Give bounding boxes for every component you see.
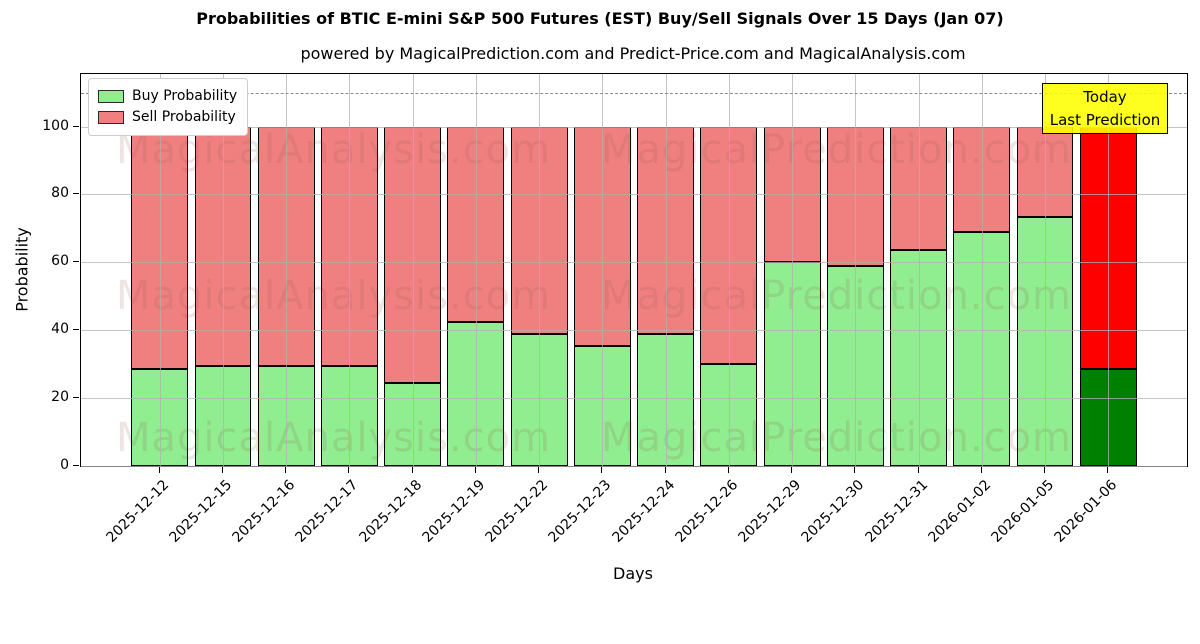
x-tick: [221, 466, 223, 473]
y-tick: [73, 465, 79, 466]
y-tick: [73, 329, 79, 331]
gridline-v-2025-12-18: [412, 74, 414, 466]
gridline-v-2026-01-05: [1045, 74, 1047, 466]
x-tick: [601, 466, 603, 473]
y-tick-label: 0: [60, 457, 69, 473]
gridline-v-2025-12-22: [539, 74, 541, 466]
y-tick-label: 40: [51, 321, 69, 338]
gridline-v-2025-12-12: [159, 74, 161, 466]
x-tick: [411, 466, 413, 473]
gridline-v-2025-12-30: [855, 74, 857, 466]
gridline-v-2025-12-23: [602, 74, 604, 466]
y-tick: [73, 125, 79, 127]
today-annotation-line2: Last Prediction: [1049, 110, 1161, 129]
bar-sell-2025-12-18: [384, 126, 442, 383]
today-annotation: Today Last Prediction: [1042, 83, 1168, 134]
y-tick: [73, 261, 79, 263]
bar-sell-2025-12-31: [890, 126, 947, 251]
x-tick: [664, 466, 666, 473]
gridline-h-0: [81, 466, 1187, 467]
x-tick: [791, 466, 793, 473]
gridline-h-80: [81, 194, 1187, 196]
x-tick: [158, 466, 160, 473]
x-tick: [538, 466, 540, 473]
gridline-v-2025-12-31: [918, 74, 920, 466]
legend-item-buy: Buy Probability: [98, 86, 237, 107]
bar-buy-2025-12-31: [890, 250, 947, 466]
gridline-v-2025-12-26: [728, 74, 730, 466]
gridline-h-40: [81, 330, 1187, 332]
watermark-text: MagicalPrediction.com: [601, 273, 1072, 319]
legend-sell-label: Sell Probability: [132, 109, 236, 125]
gridline-v-2025-12-24: [665, 74, 667, 466]
gridline-h-100: [81, 126, 1187, 128]
watermark-text: MagicalPrediction.com: [601, 415, 1072, 461]
legend: Buy Probability Sell Probability: [88, 78, 249, 136]
y-tick-label: 20: [51, 389, 69, 406]
x-tick: [980, 466, 982, 473]
x-tick: [1044, 466, 1046, 473]
gridline-v-2026-01-06: [1108, 74, 1110, 466]
figure: Probabilities of BTIC E-mini S&P 500 Fut…: [12, 9, 1188, 583]
y-tick-label: 60: [51, 253, 69, 270]
legend-item-sell: Sell Probability: [98, 107, 237, 128]
bar-sell-2026-01-02: [953, 126, 1011, 232]
x-axis-label: Days: [613, 564, 653, 583]
gridline-h-60: [81, 262, 1187, 264]
x-tick: [727, 466, 729, 473]
gridline-v-2025-12-29: [792, 74, 794, 466]
x-tick: [285, 466, 287, 473]
y-tick-label: 100: [42, 117, 69, 134]
chart-title: Probabilities of BTIC E-mini S&P 500 Fut…: [196, 9, 1004, 28]
x-tick: [854, 466, 856, 473]
chart-subtitle: powered by MagicalPrediction.com and Pre…: [300, 44, 966, 63]
watermark-text: MagicalAnalysis.com: [116, 415, 552, 461]
gridline-v-2025-12-17: [349, 74, 351, 466]
threshold-dashed-line: [81, 92, 1187, 94]
watermark-text: MagicalPrediction.com: [601, 127, 1072, 173]
sell-swatch-icon: [98, 111, 124, 124]
y-axis-label: Probability: [12, 227, 32, 312]
gridline-v-2025-12-19: [475, 74, 477, 466]
x-tick: [474, 466, 476, 473]
x-tick: [348, 466, 350, 473]
gridline-v-2025-12-16: [286, 74, 288, 466]
x-tick: [1107, 466, 1109, 473]
gridline-h-20: [81, 398, 1187, 400]
x-tick: [917, 466, 919, 473]
y-tick: [73, 397, 79, 399]
gridline-v-2026-01-02: [981, 74, 983, 466]
bar-buy-2026-01-02: [953, 231, 1011, 466]
bar-buy-2025-12-18: [384, 382, 442, 466]
legend-buy-label: Buy Probability: [132, 88, 238, 104]
gridline-v-2025-12-15: [222, 74, 224, 466]
plot-area: MagicalAnalysis.com MagicalPrediction.com…: [80, 73, 1188, 467]
buy-swatch-icon: [98, 90, 124, 103]
today-annotation-line1: Today: [1083, 88, 1127, 106]
y-tick-label: 80: [51, 185, 69, 202]
y-tick: [73, 193, 79, 195]
watermark-text: MagicalAnalysis.com: [116, 273, 552, 319]
